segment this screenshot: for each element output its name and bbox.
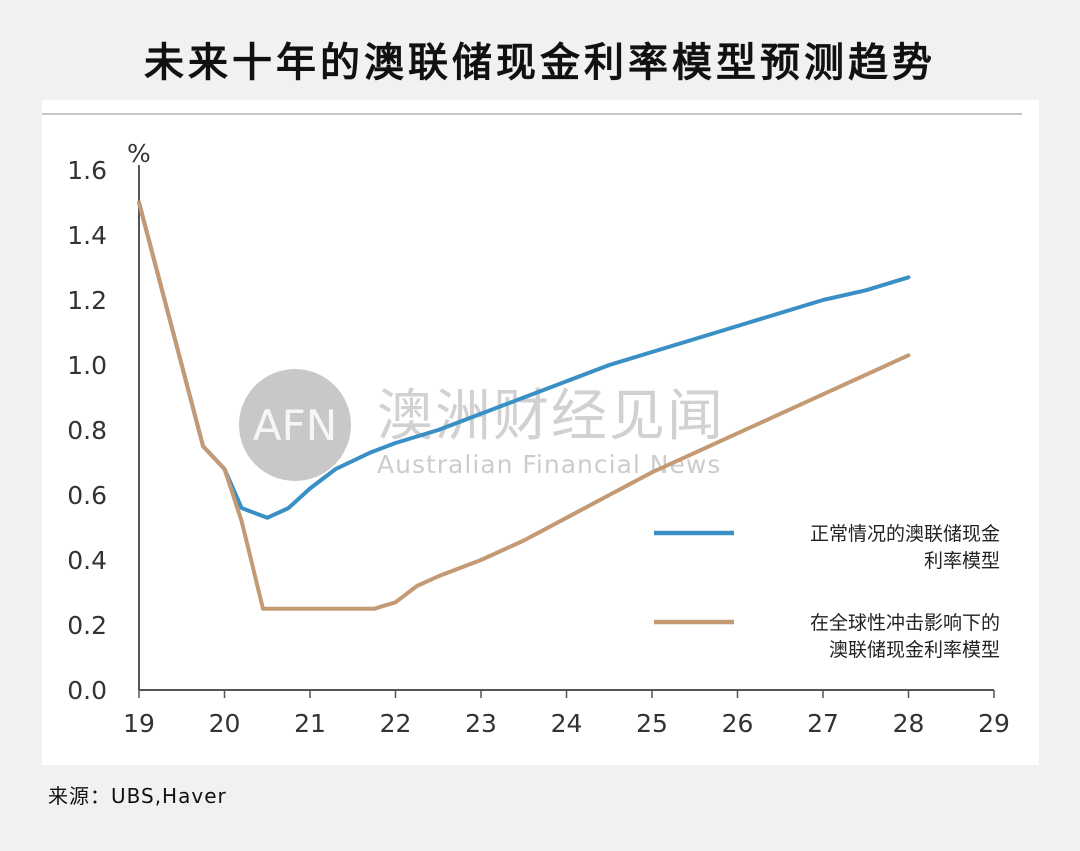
y-tick-label: 0.0 bbox=[67, 676, 107, 705]
chart-panel: 0.0 0.2 0.4 0.6 0.8 1.0 1.2 1.4 1.6% 19 20 21 22 23 24… bbox=[42, 100, 1039, 765]
legend-label: 在全球性冲击影响下的 bbox=[810, 612, 1000, 634]
watermark-logo-circle bbox=[239, 369, 351, 481]
y-axis-unit: % bbox=[127, 139, 151, 168]
watermark-cn: 澳洲财经见闻 bbox=[377, 384, 725, 449]
x-tick-label: 27 bbox=[807, 709, 839, 738]
x-tick-label: 20 bbox=[209, 709, 241, 738]
y-tick-label: 1.4 bbox=[67, 221, 107, 250]
y-tick-label: 0.8 bbox=[67, 416, 107, 445]
y-tick-label: 1.0 bbox=[67, 351, 107, 380]
series-line-normal bbox=[137, 200, 911, 520]
x-tick-label: 19 bbox=[123, 709, 155, 738]
x-tick-label: 24 bbox=[551, 709, 583, 738]
watermark-logo-text: AFN bbox=[253, 401, 337, 450]
x-tick-label: 26 bbox=[722, 709, 754, 738]
x-tick-label: 25 bbox=[636, 709, 668, 738]
x-tick-label: 28 bbox=[893, 709, 925, 738]
source-note: 来源：UBS,Haver bbox=[48, 784, 227, 808]
series-line-shock bbox=[137, 200, 911, 611]
line-chart: 0.0 0.2 0.4 0.6 0.8 1.0 1.2 1.4 1.6% 19 20 21 22 23 24… bbox=[42, 113, 1022, 738]
legend-label: 正常情况的澳联储现金 bbox=[810, 523, 1000, 545]
y-tick-label: 1.6 bbox=[67, 156, 107, 185]
chart-title: 未来十年的澳联储现金利率模型预测趋势 bbox=[144, 40, 936, 86]
x-tick-label: 21 bbox=[294, 709, 326, 738]
x-tick-label: 29 bbox=[978, 709, 1010, 738]
y-tick-label: 0.4 bbox=[67, 546, 107, 575]
y-tick-label: 0.2 bbox=[67, 611, 107, 640]
x-tick-label: 23 bbox=[465, 709, 497, 738]
watermark-en: Australian Financial News bbox=[377, 450, 721, 479]
x-tick-label: 22 bbox=[380, 709, 412, 738]
legend-label: 利率模型 bbox=[924, 550, 1000, 572]
y-tick-label: 1.2 bbox=[67, 286, 107, 315]
y-tick-label: 0.6 bbox=[67, 481, 107, 510]
legend-label: 澳联储现金利率模型 bbox=[829, 639, 1000, 661]
